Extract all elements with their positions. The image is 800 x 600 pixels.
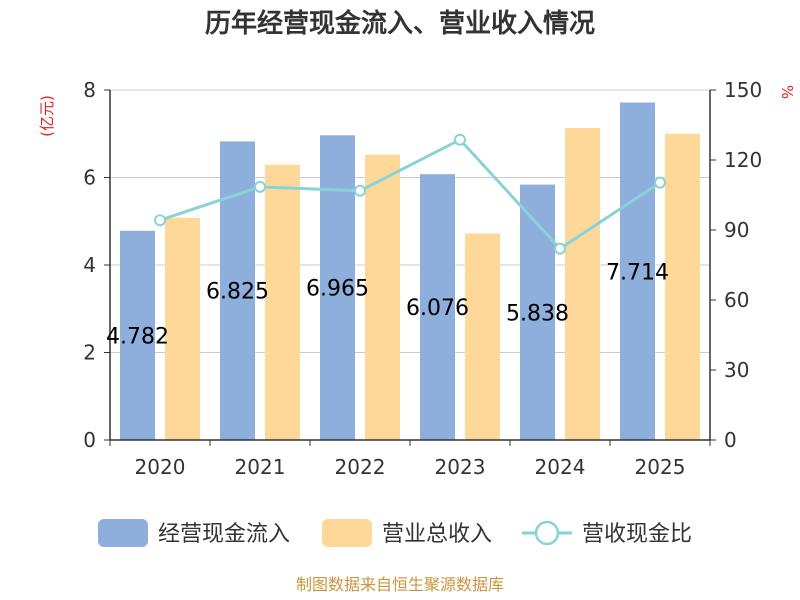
x-tick-label: 2025 bbox=[635, 455, 686, 479]
bar-经营现金流入 bbox=[120, 230, 155, 440]
x-tick-label: 2021 bbox=[235, 455, 286, 479]
x-tick-label: 2022 bbox=[335, 455, 386, 479]
x-tick-label: 2023 bbox=[435, 455, 486, 479]
line-point bbox=[154, 214, 166, 227]
left-axis-unit: (亿元) bbox=[38, 95, 56, 137]
bar-data-label: 4.782 bbox=[106, 324, 169, 349]
x-tick-label: 2020 bbox=[135, 455, 186, 479]
right-tick-label: 90 bbox=[724, 218, 749, 242]
left-tick-label: 4 bbox=[83, 253, 96, 277]
legend: 经营现金流入 营业总收入 营收现金比 bbox=[98, 519, 692, 547]
bar-营业总收入 bbox=[665, 133, 700, 440]
legend-swatch bbox=[322, 519, 372, 547]
bar-经营现金流入 bbox=[320, 135, 355, 440]
x-tick-label: 2024 bbox=[535, 455, 586, 479]
chart-title: 历年经营现金流入、营业收入情况 bbox=[205, 8, 595, 39]
source-note: 制图数据来自恒生聚源数据库 bbox=[296, 575, 504, 594]
grid bbox=[110, 89, 710, 353]
left-tick-label: 0 bbox=[83, 428, 96, 452]
right-tick-label: 150 bbox=[724, 78, 762, 102]
bar-data-label: 6.076 bbox=[406, 296, 469, 321]
line-path bbox=[159, 137, 661, 251]
bar-data-label: 6.825 bbox=[206, 280, 269, 305]
right-tick-label: 30 bbox=[724, 358, 749, 382]
right-tick-label: 0 bbox=[724, 428, 737, 452]
bar-data-label: 7.714 bbox=[606, 260, 669, 285]
left-tick-label: 8 bbox=[83, 78, 96, 102]
bar-营业总收入 bbox=[565, 128, 600, 440]
data-labels: 4.782 6.825 6.965 6.076 5.838 7.714 bbox=[106, 260, 669, 349]
legend-label: 营业总收入 bbox=[382, 522, 492, 547]
left-tick-label: 2 bbox=[83, 341, 96, 365]
bar-营业总收入 bbox=[265, 164, 300, 440]
right-tick-label: 60 bbox=[724, 288, 749, 312]
bar-经营现金流入 bbox=[520, 184, 555, 440]
bar-data-label: 5.838 bbox=[506, 301, 569, 326]
legend-swatch bbox=[98, 519, 148, 547]
legend-label: 营收现金比 bbox=[582, 522, 692, 547]
line-point bbox=[354, 184, 366, 197]
line-point bbox=[254, 180, 266, 193]
axes: 0 2 4 6 8 0 30 60 90 120 150 2020 2021 2022 2023 2024 20… bbox=[83, 78, 762, 479]
bar-经营现金流入 bbox=[620, 102, 655, 440]
bar-data-label: 6.965 bbox=[306, 277, 369, 302]
bar-营业总收入 bbox=[465, 233, 500, 440]
bar-经营现金流入 bbox=[420, 174, 455, 441]
legend-label: 经营现金流入 bbox=[158, 522, 290, 547]
line-point bbox=[654, 176, 666, 189]
legend-swatch-marker bbox=[534, 520, 560, 546]
line-point bbox=[554, 242, 566, 255]
bars bbox=[120, 102, 700, 441]
line-point bbox=[454, 133, 466, 146]
line-series bbox=[154, 133, 666, 255]
right-tick-label: 120 bbox=[724, 148, 762, 172]
left-tick-label: 6 bbox=[83, 166, 96, 190]
bar-营业总收入 bbox=[165, 217, 200, 440]
bar-营业总收入 bbox=[365, 154, 400, 440]
right-axis-unit: % bbox=[778, 85, 796, 99]
